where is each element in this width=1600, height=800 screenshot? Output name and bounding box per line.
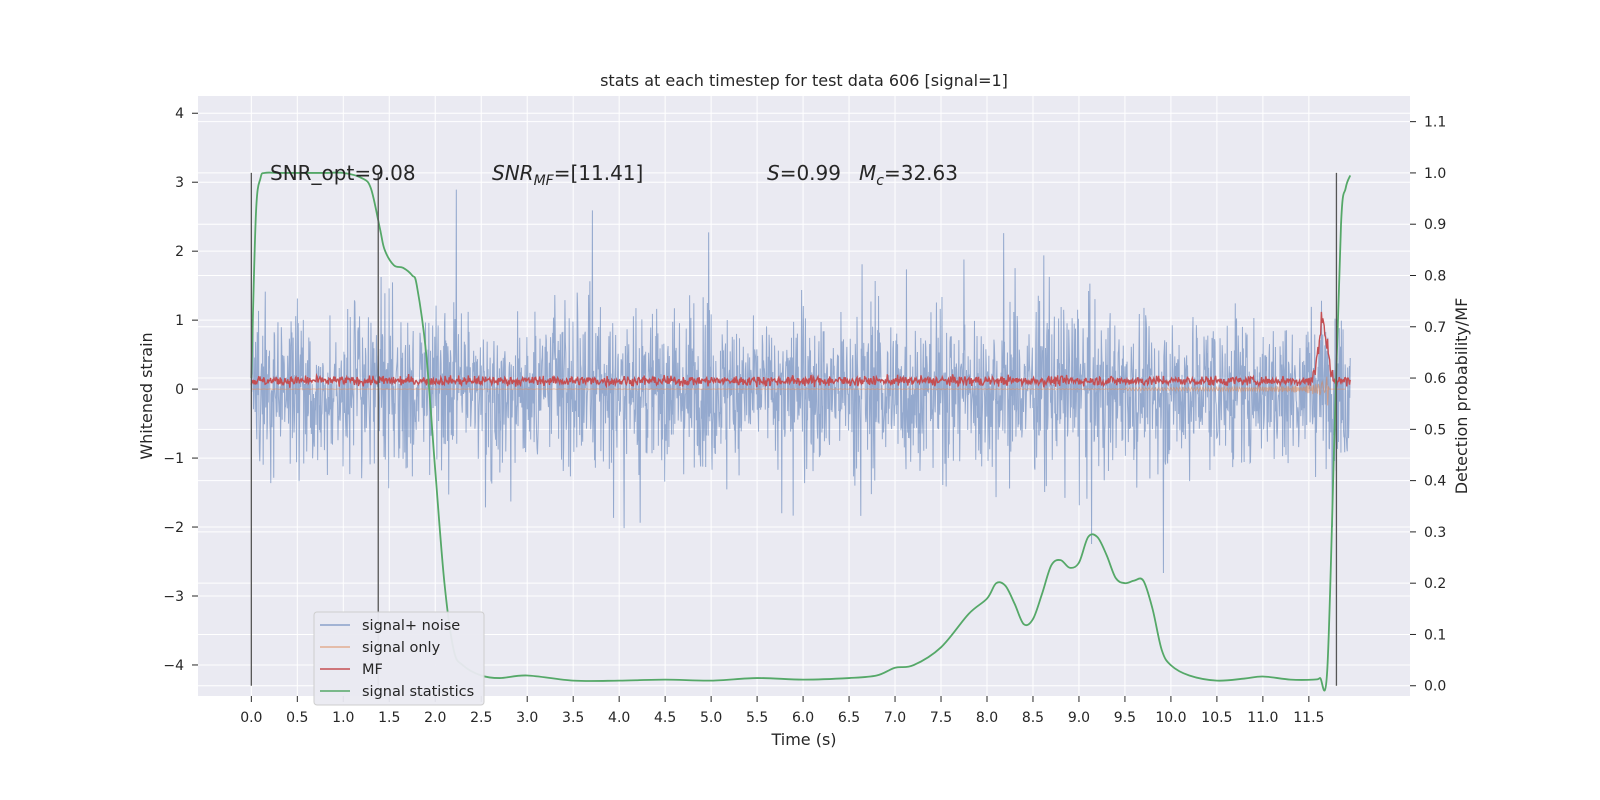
x-tick-label: 0.0 xyxy=(240,710,262,726)
y-tick-label: 2 xyxy=(175,244,184,260)
y-axis-right-label: Detection probability/MF xyxy=(1452,298,1471,495)
x-tick-label: 5.5 xyxy=(746,710,768,726)
x-tick-label: 4.0 xyxy=(608,710,630,726)
annotation-mc: Mc=32.63 xyxy=(859,161,958,189)
y-axis-right: 1.1 1.0 0.9 0.8 0.7 0.6 0.5 0.4 0.3 0.2 0.1 0.0 xyxy=(1410,115,1446,695)
series-mf-line xyxy=(250,311,1351,389)
x-tick-label: 8.0 xyxy=(976,710,998,726)
chart-title: stats at each timestep for test data 606… xyxy=(600,71,1008,90)
series-layer xyxy=(250,171,1352,692)
x-tick-label: 1.5 xyxy=(378,710,400,726)
x-tick-label: 6.0 xyxy=(792,710,814,726)
y-axis-left: 4 3 2 1 0 −1 −2 −3 −4 xyxy=(163,106,198,674)
y-right-tick-label: 0.4 xyxy=(1424,474,1446,490)
y-tick-label: −4 xyxy=(163,658,184,674)
x-tick-label: 2.5 xyxy=(470,710,492,726)
y-right-tick-label: 0.6 xyxy=(1424,371,1446,387)
y-right-tick-label: 0.7 xyxy=(1424,320,1446,336)
y-right-tick-label: 0.0 xyxy=(1424,679,1446,695)
legend-box xyxy=(313,611,485,706)
y-tick-label: 0 xyxy=(175,382,184,398)
x-tick-label: 3.0 xyxy=(516,710,538,726)
x-axis-label: Time (s) xyxy=(770,730,836,749)
y-tick-label: −3 xyxy=(163,589,184,605)
legend-label-signal-only: signal only xyxy=(362,640,441,656)
x-tick-label: 3.5 xyxy=(562,710,584,726)
y-right-tick-label: 0.5 xyxy=(1424,422,1446,438)
x-tick-label: 4.5 xyxy=(654,710,676,726)
x-tick-label: 1.0 xyxy=(332,710,354,726)
x-tick-label: 10.5 xyxy=(1201,710,1232,726)
x-tick-label: 7.5 xyxy=(930,710,952,726)
y-axis-label: Whitened strain xyxy=(137,332,156,459)
y-right-tick-label: 0.1 xyxy=(1424,627,1446,643)
y-right-tick-label: 0.9 xyxy=(1424,217,1446,233)
x-tick-label: 7.0 xyxy=(884,710,906,726)
y-tick-label: −1 xyxy=(163,451,184,467)
x-tick-label: 8.5 xyxy=(1022,710,1044,726)
annotation-snr-opt: SNR_opt=9.08 xyxy=(270,161,416,185)
x-tick-label: 0.5 xyxy=(286,710,308,726)
y-tick-label: −2 xyxy=(163,520,184,536)
series-signal-only-line xyxy=(251,376,1346,406)
vertical-lines xyxy=(250,172,1338,686)
y-tick-label: 3 xyxy=(175,175,184,191)
x-tick-label: 9.5 xyxy=(1114,710,1136,726)
y-tick-label: 1 xyxy=(175,313,184,329)
x-tick-label: 11.5 xyxy=(1293,710,1324,726)
x-tick-label: 6.5 xyxy=(838,710,860,726)
y-right-tick-label: 1.1 xyxy=(1424,115,1446,131)
y-right-tick-label: 0.3 xyxy=(1424,525,1446,541)
legend: signal+ noise signal only MF signal stat… xyxy=(313,611,485,706)
y-right-tick-label: 1.0 xyxy=(1424,166,1446,182)
y-tick-label: 4 xyxy=(175,106,184,122)
annotation-s: S=0.99 xyxy=(767,161,841,185)
x-tick-label: 9.0 xyxy=(1068,710,1090,726)
legend-label-mf: MF xyxy=(362,662,383,678)
legend-label-signal-noise: signal+ noise xyxy=(362,618,460,634)
x-tick-label: 5.0 xyxy=(700,710,722,726)
legend-label-signal-statistics: signal statistics xyxy=(362,684,474,700)
x-tick-label: 11.0 xyxy=(1247,710,1278,726)
y-right-tick-label: 0.2 xyxy=(1424,576,1446,592)
series-signal-statistics-line xyxy=(250,171,1352,692)
y-right-tick-label: 0.8 xyxy=(1424,268,1446,284)
x-tick-label: 10.0 xyxy=(1155,710,1186,726)
annotation-snr-mf: SNRMF=[11.41] xyxy=(492,161,643,189)
grid xyxy=(198,96,1410,696)
series-signal-noise-line xyxy=(250,189,1351,573)
x-tick-label: 2.0 xyxy=(424,710,446,726)
x-axis: 0.0 0.5 1.0 1.5 2.0 2.5 3.0 3.5 4.0 4.5 5.0 5.5 6.0 6… xyxy=(240,696,1324,726)
